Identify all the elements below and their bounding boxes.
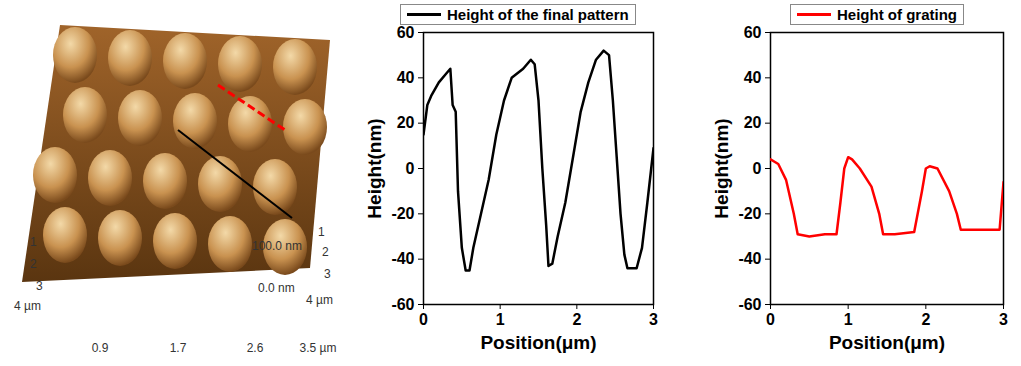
svg-text:1.7: 1.7 bbox=[170, 341, 187, 355]
svg-text:-60: -60 bbox=[738, 296, 761, 313]
svg-text:Position(μm): Position(μm) bbox=[480, 332, 596, 353]
svg-text:-60: -60 bbox=[391, 296, 414, 313]
svg-text:2: 2 bbox=[572, 311, 581, 328]
svg-text:-40: -40 bbox=[738, 250, 761, 267]
svg-text:20: 20 bbox=[397, 114, 415, 131]
svg-text:40: 40 bbox=[744, 69, 762, 86]
svg-text:0: 0 bbox=[406, 160, 415, 177]
html-text:Height of grating: Height of grating bbox=[837, 6, 957, 23]
svg-text:0.0 nm: 0.0 nm bbox=[258, 281, 295, 295]
svg-text:3.5 µm: 3.5 µm bbox=[300, 341, 337, 355]
svg-text:Position(μm): Position(μm) bbox=[829, 332, 945, 353]
svg-text:100.0 nm: 100.0 nm bbox=[252, 239, 302, 253]
svg-text:20: 20 bbox=[744, 114, 762, 131]
svg-text:1: 1 bbox=[496, 311, 505, 328]
svg-text:-20: -20 bbox=[738, 205, 761, 222]
svg-text:4 µm: 4 µm bbox=[14, 299, 41, 313]
svg-text:1: 1 bbox=[30, 235, 37, 249]
svg-text:-20: -20 bbox=[391, 205, 414, 222]
svg-text:3: 3 bbox=[999, 311, 1008, 328]
svg-text:1: 1 bbox=[844, 311, 853, 328]
svg-text:0: 0 bbox=[753, 160, 762, 177]
svg-text:3: 3 bbox=[324, 267, 331, 281]
svg-text:60: 60 bbox=[744, 24, 762, 41]
svg-text:0: 0 bbox=[766, 311, 775, 328]
svg-text:Height(nm): Height(nm) bbox=[711, 118, 732, 218]
svg-text:2: 2 bbox=[921, 311, 930, 328]
svg-text:40: 40 bbox=[397, 69, 415, 86]
html-text:Height of the final pattern: Height of the final pattern bbox=[447, 6, 629, 23]
svg-text:2: 2 bbox=[322, 245, 329, 259]
svg-text:4 µm: 4 µm bbox=[306, 293, 333, 307]
svg-text:60: 60 bbox=[397, 24, 415, 41]
svg-text:1: 1 bbox=[318, 225, 325, 239]
svg-text:0.9: 0.9 bbox=[92, 341, 109, 355]
svg-text:2.6: 2.6 bbox=[247, 341, 264, 355]
svg-text:Height(nm): Height(nm) bbox=[364, 118, 385, 218]
svg-text:2: 2 bbox=[30, 257, 37, 271]
svg-text:3: 3 bbox=[649, 311, 658, 328]
svg-text:0: 0 bbox=[419, 311, 428, 328]
svg-text:3: 3 bbox=[36, 279, 43, 293]
svg-text:-40: -40 bbox=[391, 250, 414, 267]
